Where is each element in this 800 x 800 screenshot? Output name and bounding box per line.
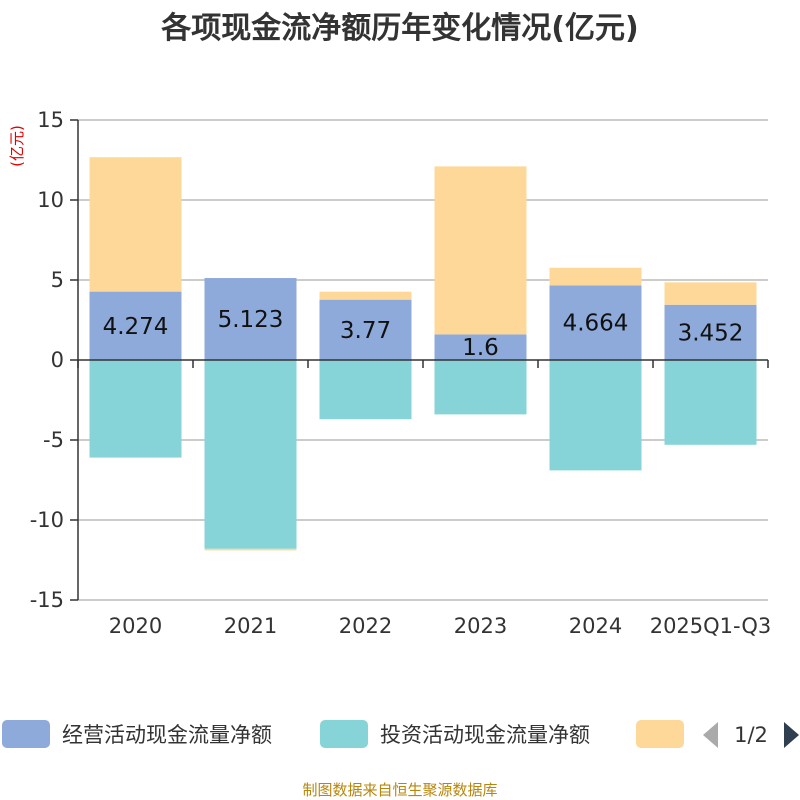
x-tick-label: 2023 [454, 614, 507, 638]
legend-item-operating[interactable]: 经营活动现金流量净额 [2, 720, 272, 748]
bar-operating[interactable] [89, 291, 182, 360]
x-tick-label: 2024 [569, 614, 622, 638]
y-tick-label: 5 [51, 268, 64, 292]
data-label: 4.664 [563, 311, 629, 337]
legend-item-financing[interactable] [636, 720, 684, 748]
bars [89, 157, 757, 551]
data-label: 1.6 [462, 335, 499, 361]
bar-financing[interactable] [89, 157, 182, 292]
bar-investing[interactable] [434, 360, 527, 415]
bar-operating[interactable] [204, 278, 297, 360]
chart-title: 各项现金流净额历年变化情况(亿元) [160, 11, 638, 46]
data-labels: 4.274 5.123 3.77 1.6 4.664 3.452 [103, 307, 744, 361]
bar-investing[interactable] [319, 360, 412, 420]
legend-swatch-financing [636, 720, 684, 748]
bar-investing[interactable] [549, 360, 642, 471]
y-tick-label: -10 [30, 508, 64, 532]
legend-page-indicator: 1/2 [734, 723, 768, 747]
x-tick-label: 2025Q1-Q3 [650, 614, 772, 638]
bar-investing[interactable] [204, 360, 297, 549]
x-tick-label: 2022 [339, 614, 392, 638]
bar-operating[interactable] [549, 285, 642, 360]
gridlines [78, 119, 768, 601]
bar-investing[interactable] [89, 360, 182, 458]
legend-item-investing[interactable]: 投资活动现金流量净额 [320, 720, 590, 748]
data-label: 3.77 [340, 318, 391, 344]
legend-label-investing: 投资活动现金流量净额 [380, 723, 590, 747]
y-tick-label: 15 [37, 108, 64, 132]
data-label: 4.274 [103, 314, 169, 340]
y-tick-labels: 15 10 5 0 -5 -10 -15 [30, 108, 64, 612]
legend-label-operating: 经营活动现金流量净额 [62, 723, 272, 747]
bar-operating[interactable] [664, 304, 757, 360]
y-tick-label: -5 [43, 428, 64, 452]
legend-swatch-operating [2, 720, 50, 748]
legend: 经营活动现金流量净额 投资活动现金流量净额 1/2 [2, 720, 799, 748]
bar-financing[interactable] [434, 166, 527, 335]
y-tick-label: 0 [51, 348, 64, 372]
x-tick-label: 2020 [109, 614, 162, 638]
data-label: 5.123 [218, 307, 284, 333]
y-axis-unit: (亿元) [8, 125, 26, 167]
bar-financing[interactable] [664, 282, 757, 305]
pager-next-icon[interactable] [784, 722, 799, 748]
bar-investing[interactable] [664, 360, 757, 445]
bar-financing[interactable] [549, 267, 642, 286]
pager-prev-icon[interactable] [703, 722, 718, 748]
bar-operating[interactable] [319, 299, 412, 360]
y-tick-label: 10 [37, 188, 64, 212]
source-note: 制图数据来自恒生聚源数据库 [302, 781, 497, 799]
x-tick-labels: 2020 2021 2022 2023 2024 2025Q1-Q3 [109, 614, 772, 638]
legend-swatch-investing [320, 720, 368, 748]
x-tick-label: 2021 [224, 614, 277, 638]
bar-financing[interactable] [319, 291, 412, 300]
bar-financing[interactable] [204, 548, 297, 551]
axes [70, 119, 769, 601]
bar-operating[interactable] [434, 334, 527, 360]
data-label: 3.452 [678, 320, 744, 346]
y-tick-label: -15 [30, 588, 64, 612]
